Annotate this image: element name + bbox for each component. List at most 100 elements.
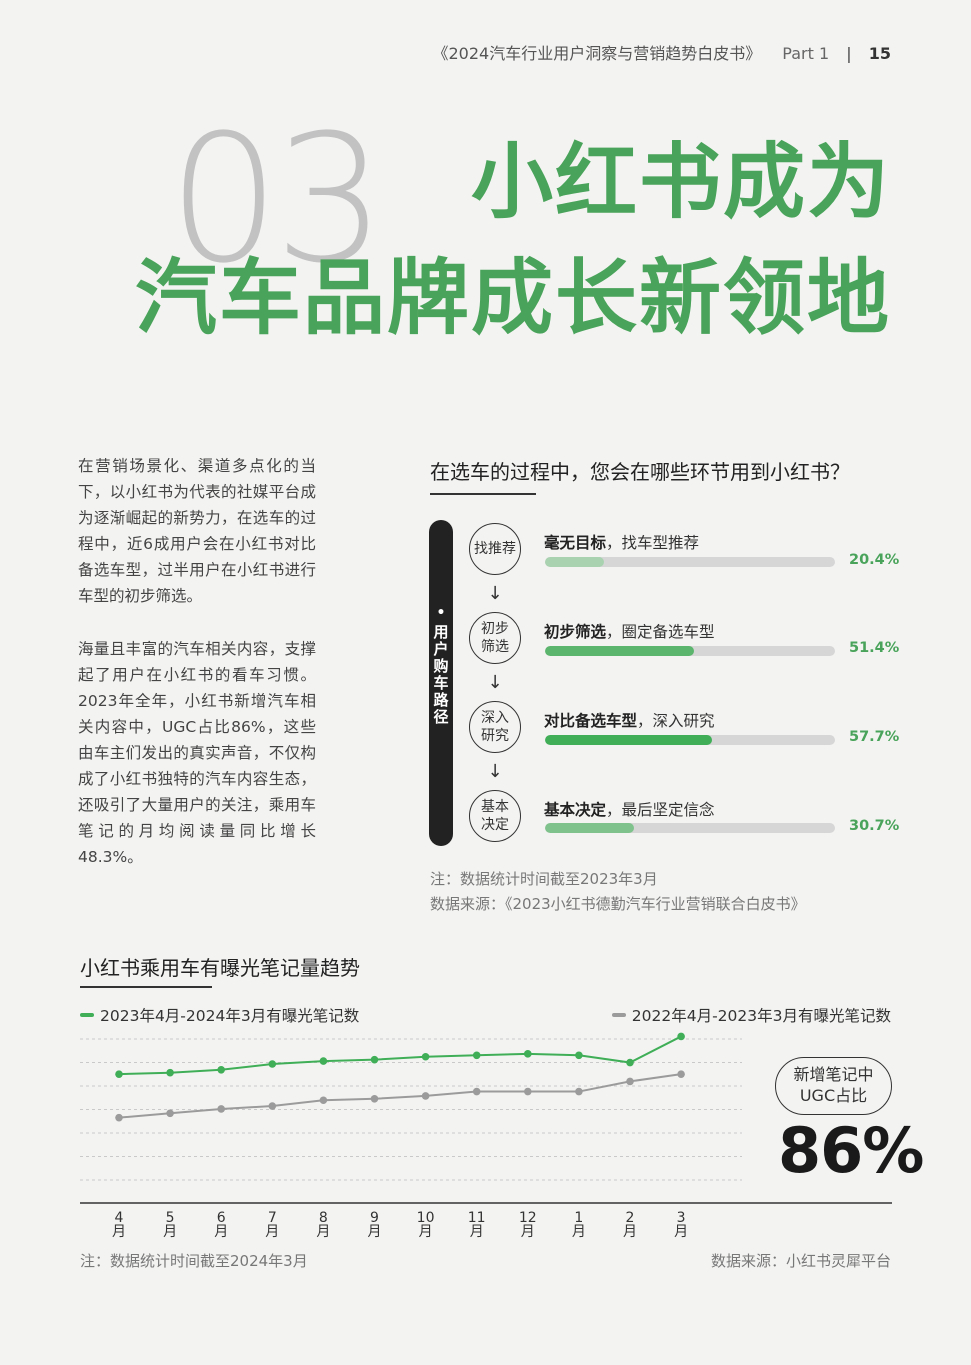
x-tick-number: 12 (518, 1210, 537, 1226)
x-tick-unit: 月 (265, 1224, 280, 1240)
circle-line: 基本 (481, 799, 509, 815)
funnel-note: 注：数据统计时间截至2023年3月 (430, 870, 658, 888)
step-bar-track (545, 557, 835, 567)
data-point (217, 1105, 225, 1113)
step-circle-basic-decision: 基本 决定 (469, 790, 521, 842)
x-tick-unit: 月 (163, 1224, 178, 1240)
data-point (524, 1087, 532, 1096)
data-point (319, 1057, 328, 1065)
step-label-rest: ，圈定备选车型 (606, 623, 715, 641)
body-paragraph-1: 在营销场景化、渠道多点化的当下，以小红书为代表的社媒平台成为逐渐崛起的新势力，在… (78, 457, 316, 605)
x-tick-unit: 月 (214, 1224, 229, 1240)
step-bar-fill (545, 735, 713, 745)
path-char: 路 (433, 691, 449, 709)
step-bar-fill (545, 557, 605, 567)
circle-line: 深入 (481, 710, 509, 726)
step-bar-fill (545, 823, 635, 833)
path-dot: • (436, 605, 446, 621)
data-point (268, 1060, 277, 1068)
title-line-2: 汽车品牌成长新领地 (134, 251, 891, 346)
step-label-rest: ，深入研究 (637, 712, 715, 730)
book-title: 《2024汽车行业用户洞察与营销趋势白皮书》 (432, 44, 762, 63)
step-bar-track (545, 735, 835, 745)
data-point (166, 1068, 174, 1077)
data-point (115, 1113, 123, 1122)
path-char: 户 (433, 640, 449, 658)
x-tick-number: 1 (574, 1210, 584, 1226)
step-label: 基本决定，最后坚定信念 (544, 798, 715, 820)
legend-series-current: 2023年4月-2024年3月有曝光笔记数 (80, 1004, 359, 1026)
data-point (319, 1096, 328, 1105)
data-point (268, 1102, 277, 1110)
ugc-label-line-1: 新增笔记中 (793, 1065, 874, 1084)
arrow-down-icon: ↓ (487, 672, 503, 693)
data-point (575, 1051, 583, 1060)
x-tick-number: 2 (625, 1210, 635, 1226)
funnel-title: 在选车的过程中，您会在哪些环节用到小红书？ (430, 460, 850, 484)
series-line (118, 1073, 682, 1119)
ugc-share-value: 86% (778, 1114, 924, 1187)
legend-label: 2022年4月-2023年3月有曝光笔记数 (631, 1007, 891, 1025)
x-tick-label: 10 月 (411, 1211, 441, 1239)
step-circle-deep-research: 深入 研究 (469, 701, 521, 753)
page-number: 15 (868, 44, 891, 63)
page-header: 《2024汽车行业用户洞察与营销趋势白皮书》 Part 1 | 15 (432, 40, 891, 64)
title-line-1: 小红书成为 (470, 135, 891, 230)
x-tick-unit: 月 (112, 1224, 126, 1240)
x-tick-label: 12 月 (513, 1211, 543, 1239)
x-tick-unit: 月 (418, 1224, 433, 1240)
step-label-bold: 毫无目标 (544, 534, 607, 552)
step-bar-track (545, 823, 835, 833)
circle-line: 筛选 (481, 639, 509, 655)
data-point (626, 1058, 634, 1067)
x-tick-number: 6 (216, 1210, 226, 1226)
arrow-down-icon: ↓ (487, 583, 503, 604)
data-point (677, 1032, 685, 1041)
path-char: 购 (433, 657, 449, 675)
x-tick-number: 5 (165, 1210, 175, 1226)
step-value: 20.4% (849, 552, 900, 568)
data-point (472, 1087, 481, 1096)
purchase-path-pill (429, 520, 453, 846)
trend-title-underline (80, 986, 212, 988)
legend-swatch (611, 1013, 626, 1017)
header-separator: | (846, 44, 852, 63)
data-point (370, 1055, 379, 1064)
step-label: 毫无目标，找车型推荐 (544, 531, 699, 553)
funnel-title-underline (430, 493, 536, 495)
step-label: 初步筛选，圈定备选车型 (544, 620, 715, 642)
x-tick-unit: 月 (520, 1224, 535, 1240)
step-circle-text: 基本 决定 (481, 798, 509, 834)
x-tick-number: 9 (370, 1210, 379, 1226)
circle-line: 决定 (481, 817, 509, 833)
data-point (524, 1050, 532, 1058)
legend-label: 2023年4月-2024年3月有曝光笔记数 (100, 1007, 360, 1025)
step-circle-find-recommendation: 找推荐 (469, 523, 521, 575)
step-value: 57.7% (849, 729, 900, 745)
data-point (217, 1066, 225, 1074)
data-point (115, 1070, 123, 1078)
x-tick-unit: 月 (571, 1224, 586, 1240)
data-point (472, 1051, 481, 1060)
ugc-share-label: 新增笔记中 UGC占比 (775, 1057, 892, 1115)
step-label-bold: 对比备选车型 (544, 712, 638, 730)
section-number: 03 (168, 97, 386, 302)
body-paragraph-2: 海量且丰富的汽车相关内容，支撑起了用户在小红书的看车习惯。2023年全年，小红书… (78, 640, 316, 866)
step-circle-text: 深入 研究 (481, 709, 509, 745)
step-label: 对比备选车型，深入研究 (544, 709, 715, 731)
step-bar-track (545, 646, 835, 656)
data-point (626, 1077, 634, 1086)
step-label-bold: 基本决定 (544, 801, 607, 819)
trend-title: 小红书乘用车有曝光笔记量趋势 (80, 956, 360, 980)
x-tick-label: 11 月 (462, 1211, 492, 1239)
legend-series-previous: 2022年4月-2023年3月有曝光笔记数 (611, 1004, 891, 1026)
data-point (421, 1092, 430, 1100)
x-tick-number: 3 (676, 1210, 686, 1226)
